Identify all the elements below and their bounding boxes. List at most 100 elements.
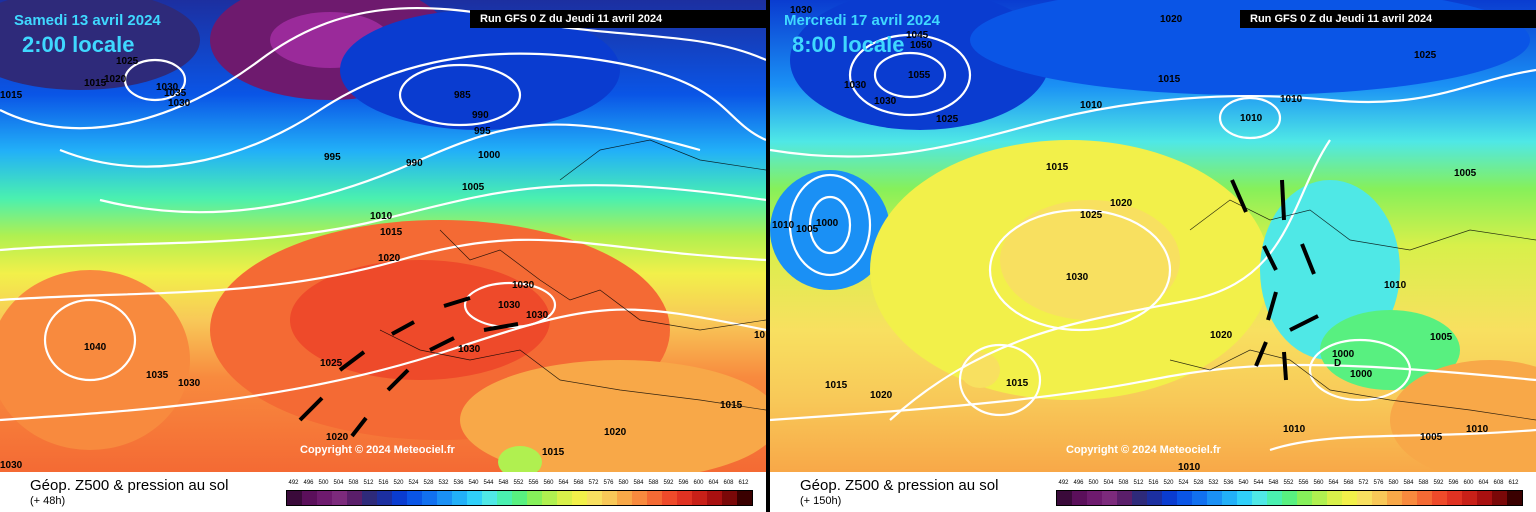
svg-text:1050: 1050 bbox=[910, 40, 933, 51]
scale-swatch bbox=[1267, 491, 1282, 505]
scale-swatch bbox=[437, 491, 452, 505]
svg-text:1030: 1030 bbox=[0, 460, 23, 471]
scale-tick: 572 bbox=[1358, 480, 1369, 486]
svg-text:1020: 1020 bbox=[378, 253, 401, 264]
scale-tick: 580 bbox=[618, 480, 629, 486]
scale-swatch bbox=[602, 491, 617, 505]
svg-text:995: 995 bbox=[474, 126, 491, 137]
svg-text:1040: 1040 bbox=[84, 342, 107, 353]
scale-tick: 532 bbox=[1208, 480, 1219, 486]
scale-swatch bbox=[647, 491, 662, 505]
scale-tick: 568 bbox=[1343, 480, 1354, 486]
svg-text:1030: 1030 bbox=[790, 5, 813, 16]
scale-swatch bbox=[557, 491, 572, 505]
scale-tick: 520 bbox=[1163, 480, 1174, 486]
scale-tick: 504 bbox=[333, 480, 344, 486]
z500-field-left: 1015 1025 1020 1030 1035 1030 1015 985 990 995… bbox=[0, 0, 766, 472]
svg-text:1000: 1000 bbox=[478, 150, 501, 161]
scale-tick: 504 bbox=[1103, 480, 1114, 486]
svg-text:1005: 1005 bbox=[796, 224, 819, 235]
svg-text:1015: 1015 bbox=[0, 90, 23, 101]
weather-map-left: 1015 1025 1020 1030 1035 1030 1015 985 990 995… bbox=[0, 0, 766, 472]
copyright-text: Copyright © 2024 Meteociel.fr bbox=[300, 444, 455, 456]
forecast-offset: (+ 150h) bbox=[800, 495, 842, 507]
scale-tick: 540 bbox=[1238, 480, 1249, 486]
scale-swatch bbox=[287, 491, 302, 505]
scale-swatch bbox=[617, 491, 632, 505]
scale-tick: 568 bbox=[573, 480, 584, 486]
scale-swatch bbox=[1327, 491, 1342, 505]
scale-swatch bbox=[377, 491, 392, 505]
scale-swatch bbox=[722, 491, 737, 505]
svg-text:1000: 1000 bbox=[816, 218, 839, 229]
panel-divider bbox=[766, 0, 770, 512]
scale-tick: 600 bbox=[1463, 480, 1474, 486]
scale-tick: 492 bbox=[288, 480, 299, 486]
scale-swatch bbox=[1117, 491, 1132, 505]
forecast-date: Mercredi 17 avril 2024 bbox=[784, 12, 940, 29]
scale-swatch bbox=[362, 491, 377, 505]
svg-text:1030: 1030 bbox=[526, 310, 549, 321]
svg-text:1025: 1025 bbox=[1080, 210, 1103, 221]
scale-tick: 588 bbox=[648, 480, 659, 486]
scale-tick: 496 bbox=[1073, 480, 1084, 486]
svg-text:990: 990 bbox=[406, 158, 423, 169]
svg-text:1035: 1035 bbox=[164, 88, 187, 99]
scale-swatch bbox=[1162, 491, 1177, 505]
svg-text:1020: 1020 bbox=[326, 432, 349, 443]
scale-tick: 552 bbox=[513, 480, 524, 486]
scale-tick: 544 bbox=[483, 480, 494, 486]
scale-swatch bbox=[1177, 491, 1192, 505]
svg-text:1025: 1025 bbox=[320, 358, 343, 369]
svg-text:1020: 1020 bbox=[1110, 198, 1133, 209]
scale-swatch bbox=[1357, 491, 1372, 505]
map-panel-right: 1030 1045 1050 1055 1030 1030 1020 1015 1025 1… bbox=[770, 0, 1536, 512]
scale-tick: 528 bbox=[423, 480, 434, 486]
scale-swatch bbox=[497, 491, 512, 505]
scale-tick: 500 bbox=[1088, 480, 1099, 486]
scale-tick: 612 bbox=[1508, 480, 1519, 486]
scale-tick: 604 bbox=[1478, 480, 1489, 486]
scale-tick: 492 bbox=[1058, 480, 1069, 486]
run-banner: Run GFS 0 Z du Jeudi 11 avril 2024 bbox=[1240, 10, 1536, 28]
svg-text:995: 995 bbox=[324, 152, 341, 163]
svg-text:1025: 1025 bbox=[936, 114, 959, 125]
svg-text:D: D bbox=[1334, 358, 1341, 369]
scale-tick: 556 bbox=[528, 480, 539, 486]
scale-tick: 580 bbox=[1388, 480, 1399, 486]
scale-tick: 572 bbox=[588, 480, 599, 486]
scale-swatch bbox=[407, 491, 422, 505]
scale-swatch bbox=[1507, 491, 1522, 505]
color-scale bbox=[1056, 490, 1523, 506]
scale-tick: 516 bbox=[1148, 480, 1159, 486]
svg-text:985: 985 bbox=[454, 90, 471, 101]
weather-map-right: 1030 1045 1050 1055 1030 1030 1020 1015 1025 1… bbox=[770, 0, 1536, 472]
svg-text:1025: 1025 bbox=[116, 56, 139, 67]
svg-text:1015: 1015 bbox=[380, 227, 403, 238]
scale-tick: 576 bbox=[1373, 480, 1384, 486]
scale-swatch bbox=[1087, 491, 1102, 505]
scale-tick: 500 bbox=[318, 480, 329, 486]
scale-swatch bbox=[1057, 491, 1072, 505]
svg-text:1015: 1015 bbox=[1046, 162, 1069, 173]
legend-title: Géop. Z500 & pression au sol bbox=[800, 477, 999, 494]
scale-tick: 592 bbox=[663, 480, 674, 486]
scale-tick: 524 bbox=[408, 480, 419, 486]
svg-text:1010: 1010 bbox=[1283, 424, 1306, 435]
scale-tick: 584 bbox=[633, 480, 644, 486]
svg-text:1015: 1015 bbox=[1006, 378, 1029, 389]
run-banner: Run GFS 0 Z du Jeudi 11 avril 2024 bbox=[470, 10, 766, 28]
scale-tick: 612 bbox=[738, 480, 749, 486]
scale-tick: 508 bbox=[1118, 480, 1129, 486]
svg-text:1015: 1015 bbox=[84, 78, 107, 89]
scale-tick: 556 bbox=[1298, 480, 1309, 486]
scale-tick: 496 bbox=[303, 480, 314, 486]
scale-swatch bbox=[677, 491, 692, 505]
scale-swatch bbox=[302, 491, 317, 505]
scale-swatch bbox=[1312, 491, 1327, 505]
scale-tick: 600 bbox=[693, 480, 704, 486]
scale-swatch bbox=[1402, 491, 1417, 505]
legend-bar-left: Géop. Z500 & pression au sol (+ 48h) 492… bbox=[0, 472, 766, 512]
